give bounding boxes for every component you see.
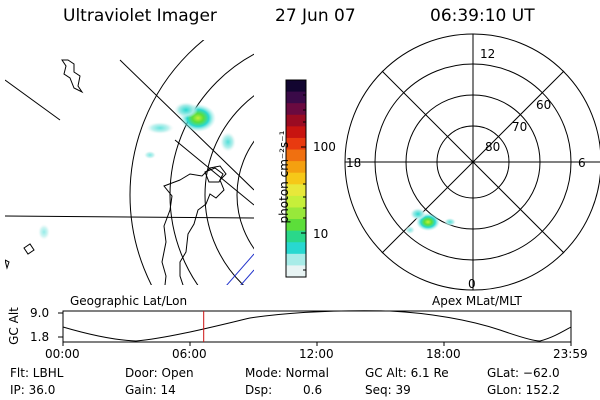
colorbar-swatch (286, 184, 306, 197)
colorbar-swatch (286, 126, 306, 139)
param-door: Door: Open (125, 366, 194, 380)
geographic-panel-label: Geographic Lat/Lon (70, 294, 188, 308)
colorbar-swatch (286, 253, 306, 267)
colorbar-swatch (286, 114, 306, 127)
colorbar (285, 79, 307, 278)
mlat-label-80: 80 (485, 140, 501, 154)
date-label: 27 Jun 07 (275, 6, 356, 26)
colorbar-swatch (286, 80, 306, 93)
mlt-label-12: 12 (480, 47, 496, 61)
param-dsp-value: 0.6 (303, 383, 323, 397)
colorbar-swatch (286, 265, 306, 278)
timeline-ylabel: GC Alt (7, 307, 21, 345)
colorbar-swatch (286, 103, 306, 116)
colorbar-swatch (286, 91, 306, 104)
timeline-ytick-1.8: 1.8 (30, 330, 50, 344)
colorbar-swatch (286, 161, 306, 174)
colorbar-tick-100: 100 (313, 140, 336, 154)
param-seq: Seq: 39 (365, 383, 411, 397)
colorbar-swatch (286, 172, 306, 185)
timeline-ytick-9: 9.0 (30, 306, 50, 320)
altitude-curve (62, 310, 572, 342)
polar-plot (344, 33, 600, 291)
param-glat: GLat: −62.0 (487, 366, 560, 380)
colorbar-swatch (286, 219, 306, 232)
instrument-title: Ultraviolet Imager (63, 6, 217, 26)
param-mode: Mode: Normal (245, 366, 329, 380)
colorbar-swatch (286, 242, 306, 255)
timeline-xtick-1800: 18:00 (426, 347, 461, 361)
colorbar-swatch (286, 230, 306, 243)
timeline-xtick-0600: 06:00 (172, 347, 207, 361)
param-gcalt: GC Alt: 6.1 Re (365, 366, 449, 380)
colorbar-unit-label: photon cm⁻²s⁻¹ (277, 130, 291, 224)
timeline-xtick-1200: 12:00 (299, 347, 334, 361)
timeline-plot (58, 310, 572, 346)
geographic-map (5, 40, 254, 285)
mlt-label-0: 0 (468, 277, 476, 291)
colorbar-swatch (286, 207, 306, 220)
mlat-label-70: 70 (512, 120, 528, 134)
apex-panel-label: Apex MLat/MLT (432, 294, 522, 308)
param-glon: GLon: 152.2 (487, 383, 560, 397)
mlt-label-18: 18 (346, 156, 362, 170)
colorbar-tick-10: 10 (313, 227, 329, 241)
param-flt: Flt: LBHL (10, 366, 64, 380)
time-label: 06:39:10 UT (430, 6, 535, 26)
timeline-xtick-2359: 23:59 (553, 347, 588, 361)
mlt-label-6: 6 (578, 156, 586, 170)
mlat-label-60: 60 (536, 98, 552, 112)
param-gain: Gain: 14 (125, 383, 176, 397)
colorbar-swatch (286, 149, 306, 162)
param-dsp-label: Dsp: (245, 383, 273, 397)
param-ip: IP: 36.0 (10, 383, 56, 397)
timeline-xtick-0000: 00:00 (45, 347, 80, 361)
colorbar-swatch (286, 195, 306, 209)
